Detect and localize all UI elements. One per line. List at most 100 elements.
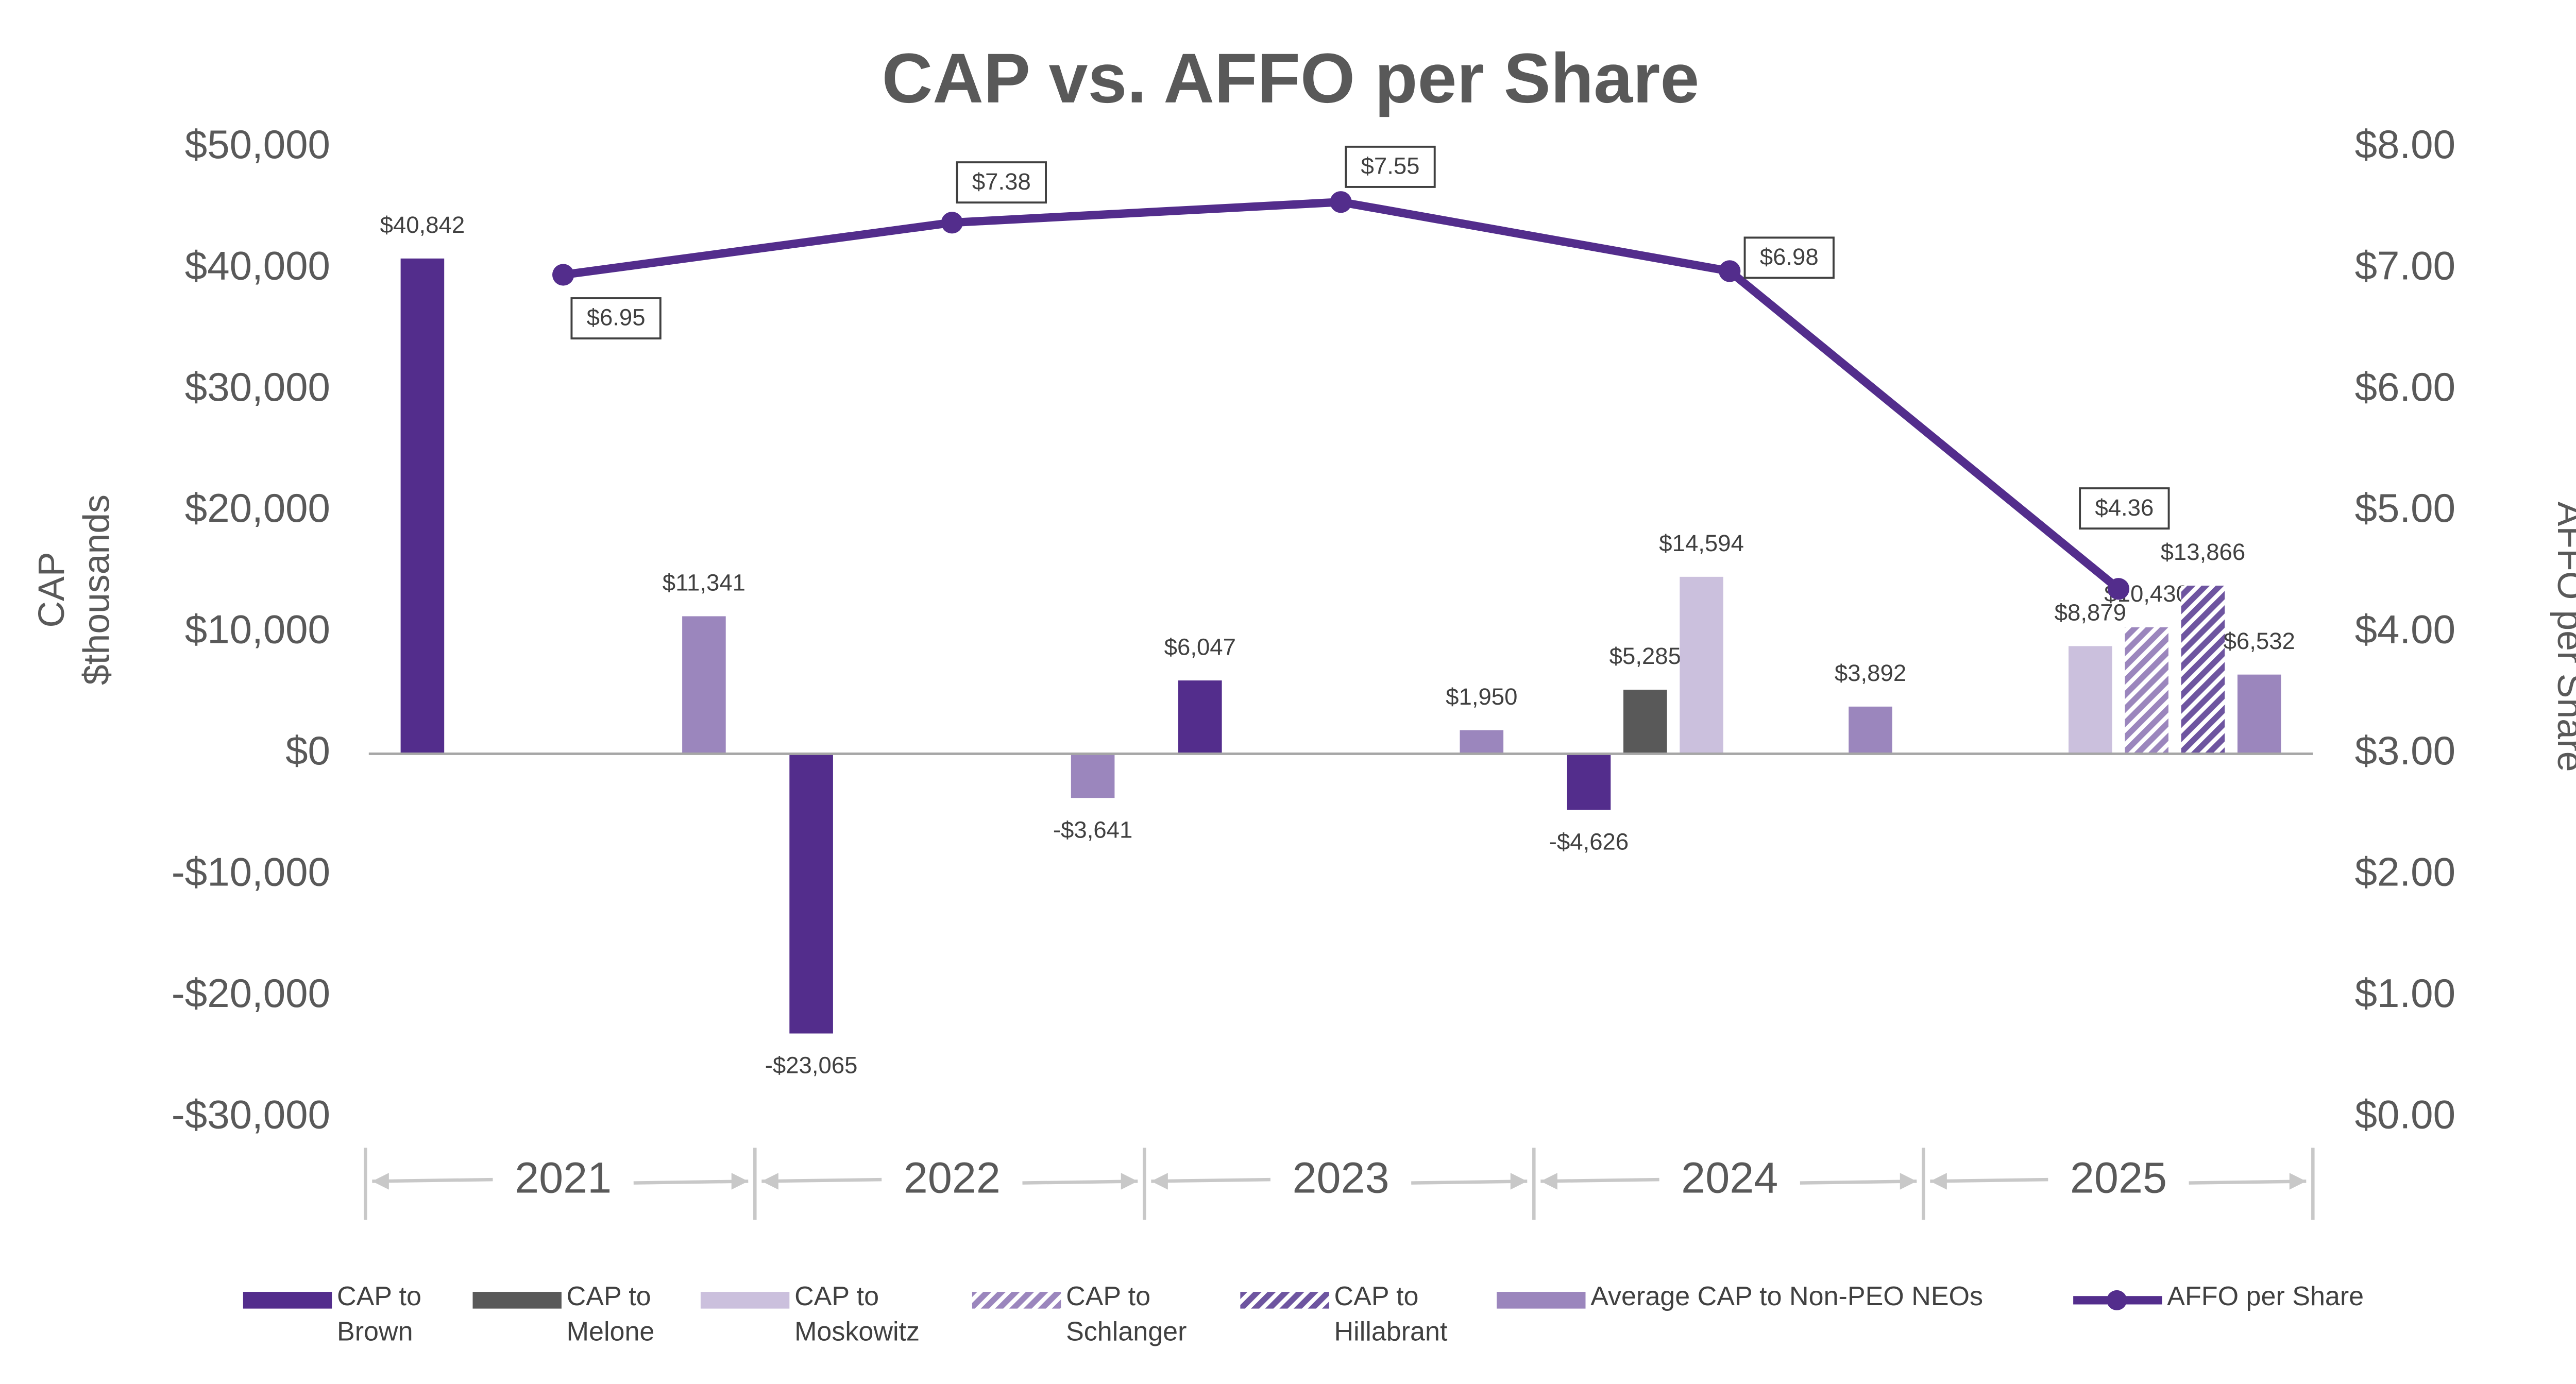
y-tick-label: -$20,000 (172, 970, 330, 1016)
legend-item-box: CAP to Hillabrant (1334, 1283, 1448, 1347)
legend-item-box: CAP to Schlanger (1066, 1283, 1187, 1347)
arrow-shaft (633, 1180, 749, 1185)
legend-label: CAP to Hillabrant (1334, 1283, 1448, 1347)
arrow-shaft (1540, 1177, 1659, 1183)
legend-label: AFFO per Share (2167, 1283, 2364, 1312)
data-label: $1,950 (1446, 684, 1517, 710)
arrow-head (1121, 1173, 1138, 1190)
legend-item-box: CAP to Melone (566, 1283, 655, 1347)
legend-label: CAP to Moskowitz (794, 1283, 920, 1347)
data-label: $3,892 (1835, 660, 1906, 686)
arrow-shaft (1022, 1180, 1138, 1185)
legend-swatch (243, 1292, 332, 1309)
legend-swatch (1240, 1292, 1329, 1309)
legend-label: CAP to Schlanger (1066, 1283, 1187, 1347)
data-label: $5,285 (1609, 643, 1681, 669)
data-label: $6.95 (587, 304, 646, 331)
x-tick-label: 2021 (515, 1153, 612, 1202)
x-tick-label: 2024 (1681, 1153, 1778, 1202)
data-label: $11,341 (663, 570, 745, 596)
bar (400, 258, 445, 754)
arrow-head (1900, 1173, 1917, 1190)
legend-item-box: AFFO per Share (2167, 1283, 2364, 1312)
data-label-box (2079, 487, 2170, 530)
bar (2181, 585, 2225, 754)
arrow-shaft (761, 1177, 882, 1183)
data-label: $7.55 (1361, 153, 1420, 179)
arrow-head (1151, 1173, 1168, 1190)
data-label-box (1345, 145, 1436, 188)
bar (1178, 680, 1222, 754)
legend-swatch (472, 1292, 562, 1309)
arrow-head (1540, 1173, 1557, 1190)
legend-swatch-marker (2107, 1290, 2127, 1310)
y-tick-label: $10,000 (185, 607, 330, 652)
arrow-head (761, 1173, 778, 1190)
arrow-head (1510, 1173, 1528, 1190)
legend-item-box: CAP to Moskowitz (794, 1283, 920, 1347)
data-label-box (956, 161, 1047, 204)
line-marker (1330, 191, 1352, 213)
arrow-shaft (372, 1177, 493, 1183)
y2-axis-label: AFFO per Share (2550, 502, 2576, 772)
arrow-head (2289, 1173, 2307, 1190)
chart-title: CAP vs. AFFO per Share (882, 39, 1700, 117)
y-axis-label-box: CAP $thousands (30, 494, 117, 686)
arrow-shaft (2189, 1180, 2307, 1185)
y-tick-label: $40,000 (185, 243, 330, 288)
bar (2069, 646, 2112, 754)
y-axis-label: CAP $thousands (30, 494, 117, 686)
bar (789, 754, 833, 1034)
y-tick-label: $20,000 (185, 485, 330, 531)
y2-tick-label: $0.00 (2355, 1091, 2455, 1137)
y-tick-label: $50,000 (185, 122, 330, 167)
y2-tick-label: $7.00 (2355, 243, 2455, 288)
y-tick-label: $0 (285, 728, 330, 773)
y-tick-label: -$10,000 (172, 849, 330, 895)
data-label: $40,842 (380, 212, 465, 238)
y2-tick-label: $3.00 (2355, 728, 2455, 773)
legend-item-box: Average CAP to Non-PEO NEOs (1590, 1283, 1984, 1312)
bar (1071, 754, 1115, 798)
bar (1460, 730, 1504, 754)
x-tick-label: 2025 (2070, 1153, 2167, 1202)
data-label: $6,532 (2224, 628, 2295, 654)
data-label: -$4,626 (1549, 828, 1629, 855)
arrow-shaft (1151, 1177, 1270, 1183)
arrow-shaft (1411, 1180, 1528, 1185)
arrow-head (1930, 1173, 1947, 1190)
bar (1623, 690, 1667, 754)
bar (1849, 706, 1892, 754)
data-label: -$3,641 (1053, 816, 1132, 843)
arrow-head (731, 1173, 749, 1190)
y2-tick-label: $8.00 (2355, 122, 2455, 167)
y2-tick-label: $6.00 (2355, 364, 2455, 409)
y-tick-label: -$30,000 (172, 1091, 330, 1137)
y2-tick-label: $5.00 (2355, 485, 2455, 531)
data-label: $4.36 (2095, 494, 2154, 521)
line-marker (552, 264, 574, 286)
y2-tick-label: $1.00 (2355, 970, 2455, 1016)
line (563, 198, 2122, 592)
arrow-shaft (1930, 1177, 2048, 1183)
data-label: -$23,065 (765, 1052, 858, 1079)
data-label-box (1743, 236, 1835, 279)
data-label: $6,047 (1164, 634, 1236, 660)
legend-label: CAP to Melone (566, 1283, 655, 1347)
legend-swatch (972, 1292, 1061, 1309)
legend-swatch (1497, 1292, 1586, 1309)
line-marker (941, 212, 963, 234)
x-tick-label: 2022 (904, 1153, 1001, 1202)
legend-label: Average CAP to Non-PEO NEOs (1590, 1283, 1984, 1312)
data-label: $14,594 (1659, 530, 1744, 556)
data-label: $7.38 (972, 168, 1031, 195)
line-marker (2107, 578, 2130, 600)
legend-item-box: CAP to Brown (337, 1284, 421, 1347)
bar (682, 616, 726, 754)
bar (1567, 754, 1611, 810)
x-tick-label: 2023 (1292, 1153, 1389, 1202)
arrow-shaft (1800, 1180, 1917, 1185)
data-label: $13,866 (2161, 539, 2246, 565)
bar (2237, 674, 2281, 754)
